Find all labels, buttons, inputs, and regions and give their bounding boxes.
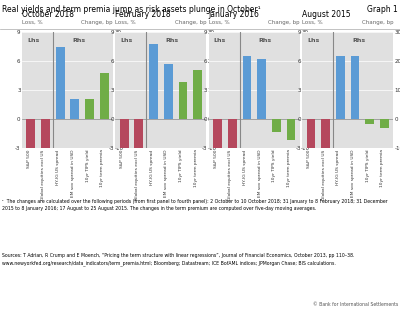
Bar: [41, 119, 50, 148]
Bar: [257, 58, 266, 119]
Bar: [272, 119, 281, 132]
Text: 10yr TIPS yield: 10yr TIPS yield: [272, 150, 276, 182]
Bar: [307, 119, 316, 231]
Text: 10yr term premia: 10yr term premia: [287, 150, 291, 188]
Text: Rhs: Rhs: [72, 38, 85, 43]
Text: S&P 500: S&P 500: [307, 150, 311, 168]
Text: August 2015: August 2015: [302, 10, 351, 19]
Bar: [56, 47, 64, 119]
Text: Rhs: Rhs: [352, 38, 365, 43]
Text: EM sov spread in USD: EM sov spread in USD: [71, 150, 75, 197]
Bar: [120, 119, 129, 197]
Text: Loss, %: Loss, %: [115, 20, 136, 25]
Bar: [100, 73, 108, 119]
Text: February 2018: February 2018: [115, 10, 171, 19]
Text: Global equities excl US: Global equities excl US: [322, 150, 326, 200]
Text: S&P 500: S&P 500: [120, 150, 124, 168]
Text: ¹  The changes are calculated over the following periods (from first panel to fo: ¹ The changes are calculated over the fo…: [2, 199, 388, 211]
Text: EM sov spread in USD: EM sov spread in USD: [164, 150, 168, 197]
Text: Sources: T Adrian, R Crump and E Moench, “Pricing the term structure with linear: Sources: T Adrian, R Crump and E Moench,…: [2, 253, 354, 266]
Bar: [228, 119, 237, 177]
Text: HY-IG US spread: HY-IG US spread: [150, 150, 154, 184]
Text: Global equities excl US: Global equities excl US: [42, 150, 46, 200]
Text: Change, bp: Change, bp: [81, 20, 113, 25]
Text: 10yr term premia: 10yr term premia: [194, 150, 198, 188]
Bar: [164, 64, 173, 119]
Text: Global equities excl US: Global equities excl US: [228, 150, 232, 200]
Text: Loss, %: Loss, %: [302, 20, 323, 25]
Text: 10yr term premia: 10yr term premia: [100, 150, 104, 188]
Text: 10yr TIPS yield: 10yr TIPS yield: [366, 150, 370, 182]
Text: Rhs: Rhs: [165, 38, 178, 43]
Text: Lhs: Lhs: [214, 38, 226, 43]
Text: EM sov spread in USD: EM sov spread in USD: [351, 150, 355, 197]
Bar: [286, 119, 295, 140]
Text: S&P 500: S&P 500: [214, 150, 218, 168]
Text: Change, bp: Change, bp: [362, 20, 393, 25]
Text: © Bank for International Settlements: © Bank for International Settlements: [313, 303, 398, 307]
Bar: [149, 44, 158, 119]
Text: Loss, %: Loss, %: [22, 20, 43, 25]
Text: 10yr TIPS yield: 10yr TIPS yield: [179, 150, 183, 182]
Bar: [134, 119, 143, 177]
Bar: [70, 99, 79, 119]
Bar: [351, 56, 360, 119]
Text: HY-IG US spread: HY-IG US spread: [56, 150, 60, 184]
Text: Rhs: Rhs: [259, 38, 272, 43]
Bar: [178, 82, 187, 119]
Text: Lhs: Lhs: [120, 38, 132, 43]
Bar: [336, 56, 345, 119]
Bar: [380, 119, 389, 128]
Text: January 2016: January 2016: [209, 10, 260, 19]
Text: Change, bp: Change, bp: [175, 20, 206, 25]
Bar: [193, 70, 202, 119]
Bar: [85, 99, 94, 119]
Bar: [213, 119, 222, 177]
Text: Real yields and term premia jump as risk assets plunge in October¹: Real yields and term premia jump as risk…: [2, 5, 261, 14]
Text: Global equities excl US: Global equities excl US: [135, 150, 139, 200]
Text: Graph 1: Graph 1: [367, 5, 398, 14]
Text: S&P 500: S&P 500: [27, 150, 31, 168]
Text: Loss, %: Loss, %: [209, 20, 230, 25]
Bar: [26, 119, 35, 163]
Bar: [365, 119, 374, 124]
Text: 10yr TIPS yield: 10yr TIPS yield: [86, 150, 90, 182]
Text: Change, bp: Change, bp: [268, 20, 300, 25]
Text: 10yr term premia: 10yr term premia: [380, 150, 384, 188]
Text: EM sov spread in USD: EM sov spread in USD: [258, 150, 262, 197]
Bar: [321, 119, 330, 201]
Text: HY-IG US spread: HY-IG US spread: [243, 150, 247, 184]
Text: Lhs: Lhs: [27, 38, 39, 43]
Bar: [242, 56, 251, 119]
Text: October 2018: October 2018: [22, 10, 74, 19]
Text: HY-IG US spread: HY-IG US spread: [336, 150, 340, 184]
Text: Lhs: Lhs: [307, 38, 319, 43]
